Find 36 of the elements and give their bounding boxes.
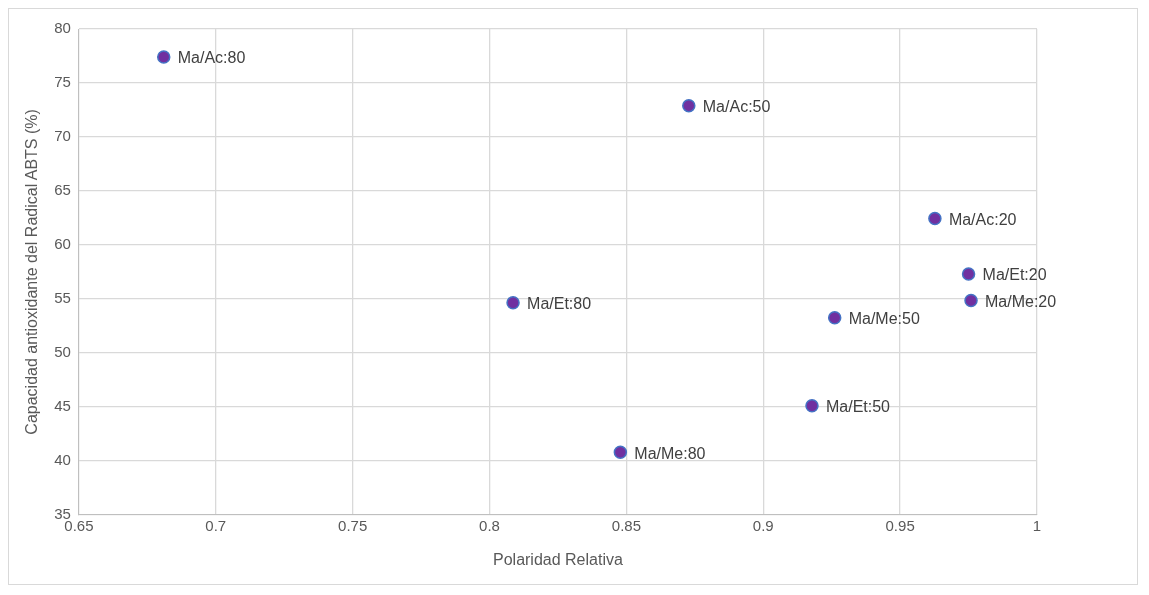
y-tick-label: 70 [54, 127, 71, 145]
annotation: Ma/Et:80 [527, 295, 592, 313]
point [682, 98, 696, 113]
y-tick-label: 80 [54, 19, 71, 37]
annotation: Ma/Ac:50 [702, 98, 771, 116]
x-tick-label: 0.9 [752, 516, 774, 534]
annotation: Ma/Et:20 [982, 266, 1047, 284]
y-tick-label: 50 [54, 343, 71, 361]
y-tick-label: 40 [54, 450, 71, 468]
y-tick-label: 45 [54, 396, 71, 414]
x-tick-label: 1 [1032, 516, 1042, 534]
point [157, 50, 171, 64]
x-axis-title: Polaridad Relativa [493, 550, 623, 568]
point [613, 445, 628, 459]
point [928, 211, 942, 226]
x-tick-label: 0.85 [611, 516, 641, 534]
x-tick-label: 0.75 [338, 516, 368, 534]
annotation: Ma/Me:80 [634, 444, 706, 462]
x-tick-label: 0.7 [205, 516, 227, 534]
point [964, 293, 978, 308]
annotation: Ma/Ac:20 [948, 210, 1017, 228]
point [961, 267, 976, 281]
point [805, 399, 819, 413]
point [827, 311, 842, 325]
annotation: Ma/Me:20 [985, 292, 1057, 310]
y-tick-label: 55 [54, 289, 71, 307]
annotation: Ma/Et:50 [825, 398, 891, 416]
x-tick-label: 0.8 [479, 516, 500, 534]
y-tick-label: 60 [54, 235, 71, 253]
x-tick-label: 0.95 [885, 516, 915, 534]
annotation: Ma/Me:50 [848, 310, 920, 328]
point [506, 295, 520, 310]
annotation: Ma/Ac:80 [177, 49, 246, 67]
y-axis-title: Capacidad antioxidante del Radical ABTS (%) [23, 109, 41, 435]
y-tick-label: 65 [54, 181, 71, 199]
y-tick-label: 75 [54, 73, 71, 91]
